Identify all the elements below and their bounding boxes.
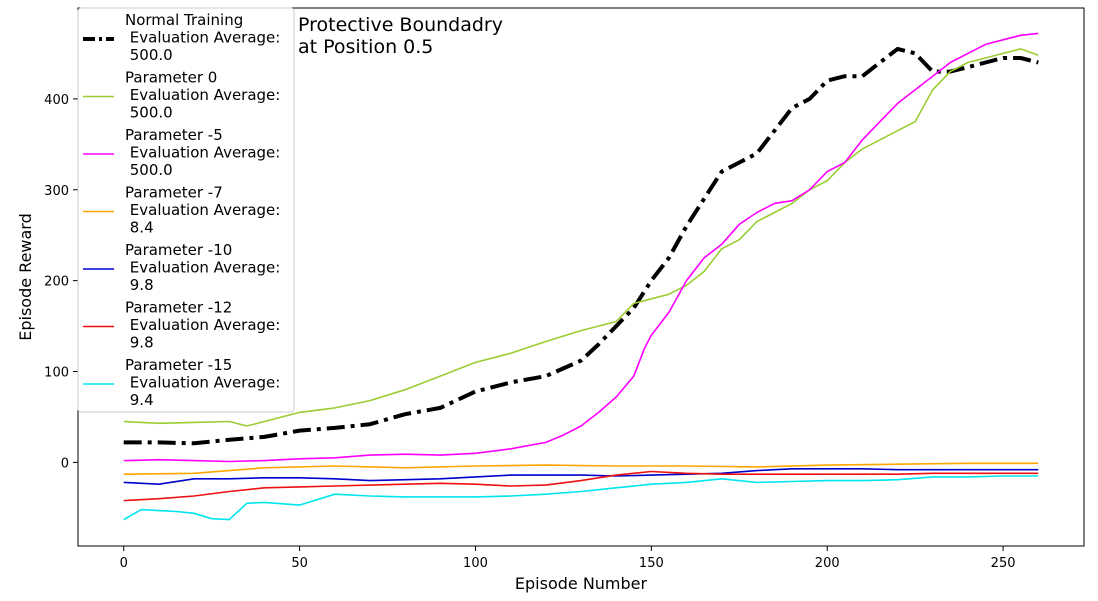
series-layer	[123, 32, 1039, 521]
legend-label-4: Evaluation Average:	[125, 259, 280, 277]
y-tick-label: 200	[44, 275, 69, 290]
y-tick-label: 400	[44, 93, 69, 108]
series-line-6	[123, 475, 1039, 521]
y-axis-ticks: 0 100 200 300 400	[44, 93, 78, 471]
legend-label-1: Parameter 0	[125, 69, 217, 87]
legend-label-4: Parameter -10	[125, 241, 232, 259]
legend-label-6: Parameter -15	[125, 356, 232, 374]
chart-title-line-1: Protective Boundadry	[298, 14, 503, 36]
series-line-5	[123, 470, 1039, 502]
legend-label-0: Evaluation Average:	[125, 29, 280, 47]
legend-label-6: 9.4	[125, 391, 154, 409]
series-line-0	[123, 46, 1039, 446]
series-line-3	[123, 462, 1039, 475]
legend-label-5: Parameter -12	[125, 299, 232, 317]
series-line-1	[123, 48, 1039, 427]
x-tick-label: 50	[291, 556, 308, 571]
chart-title-line-2: at Position 0.5	[298, 36, 433, 58]
legend-label-4: 9.8	[125, 276, 154, 294]
legend-label-3: 8.4	[125, 219, 154, 237]
legend-label-6: Evaluation Average:	[125, 374, 280, 392]
legend-label-3: Parameter -7	[125, 184, 223, 202]
x-tick-label: 200	[815, 556, 840, 571]
x-axis-label: Episode Number	[515, 574, 648, 593]
x-tick-label: 250	[991, 556, 1016, 571]
x-tick-label: 100	[463, 556, 488, 571]
legend-label-2: 500.0	[125, 161, 173, 179]
legend-label-5: 9.8	[125, 334, 154, 352]
x-tick-label: 150	[639, 556, 664, 571]
legend-label-3: Evaluation Average:	[125, 201, 280, 219]
legend-label-5: Evaluation Average:	[125, 316, 280, 334]
y-tick-label: 100	[44, 366, 69, 381]
y-tick-label: 300	[44, 184, 69, 199]
legend-label-1: 500.0	[125, 104, 173, 122]
series-line-4	[123, 467, 1039, 486]
legend: Normal Training Evaluation Average: 500.…	[77, 7, 295, 413]
legend-label-2: Evaluation Average:	[125, 144, 280, 162]
legend-label-1: Evaluation Average:	[125, 86, 280, 104]
legend-label-0: Normal Training	[125, 11, 243, 29]
x-tick-label: 0	[120, 556, 128, 571]
legend-label-2: Parameter -5	[125, 126, 223, 144]
legend-label-0: 500.0	[125, 46, 173, 64]
legend-box	[77, 7, 295, 413]
series-line-2	[123, 32, 1039, 463]
x-axis-ticks: 0 50 100 150 200 250	[120, 546, 1016, 571]
y-axis-label: Episode Reward	[16, 213, 35, 341]
y-tick-label: 0	[61, 456, 69, 471]
